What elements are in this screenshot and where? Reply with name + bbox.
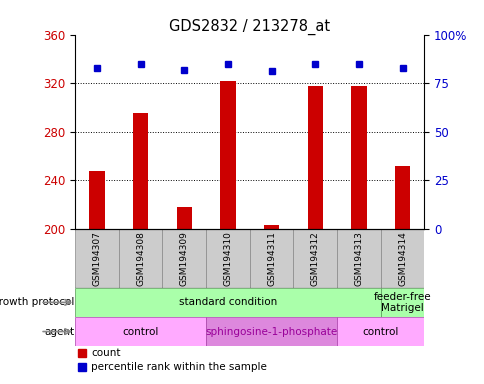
Text: control: control [122, 326, 158, 336]
Bar [75, 317, 206, 346]
Bar [249, 229, 293, 288]
Text: GSM194308: GSM194308 [136, 231, 145, 286]
Text: GSM194311: GSM194311 [267, 231, 275, 286]
Text: GSM194309: GSM194309 [180, 231, 188, 286]
Text: GSM194313: GSM194313 [354, 231, 363, 286]
Text: GSM194312: GSM194312 [310, 231, 319, 286]
Bar [119, 229, 162, 288]
Bar [206, 317, 336, 346]
Text: GSM194307: GSM194307 [92, 231, 101, 286]
Text: GSM194314: GSM194314 [397, 231, 406, 286]
Bar [307, 86, 322, 229]
Bar [336, 229, 380, 288]
Bar [263, 225, 279, 229]
Text: GSM194310: GSM194310 [223, 231, 232, 286]
Text: standard condition: standard condition [179, 297, 276, 308]
Text: agent: agent [44, 326, 74, 336]
Bar [162, 229, 206, 288]
Bar [350, 86, 366, 229]
Bar [75, 288, 380, 317]
Bar [394, 166, 409, 229]
Bar [380, 229, 424, 288]
Bar [75, 229, 119, 288]
Bar [220, 81, 235, 229]
Text: percentile rank within the sample: percentile rank within the sample [91, 362, 266, 372]
Text: feeder-free
Matrigel: feeder-free Matrigel [373, 291, 430, 313]
Bar [380, 288, 424, 317]
Text: control: control [362, 326, 398, 336]
Text: sphingosine-1-phosphate: sphingosine-1-phosphate [205, 326, 337, 336]
Title: GDS2832 / 213278_at: GDS2832 / 213278_at [169, 18, 330, 35]
Text: growth protocol: growth protocol [0, 297, 74, 308]
Bar [89, 170, 105, 229]
Bar [206, 229, 249, 288]
Bar [293, 229, 336, 288]
Bar [176, 207, 192, 229]
Bar [133, 114, 148, 229]
Text: count: count [91, 349, 120, 359]
Bar [336, 317, 424, 346]
